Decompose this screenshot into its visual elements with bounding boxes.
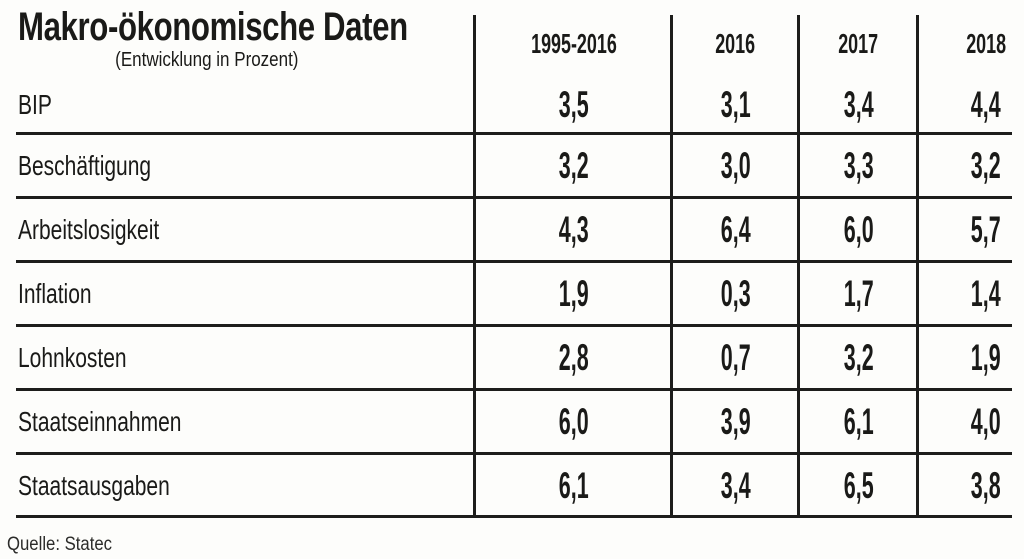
column-divider-line [670, 15, 673, 518]
table-cell: 3,3 [843, 145, 874, 186]
row-label-arbeitslosigkeit: Arbeitslosigkeit [18, 214, 160, 245]
row-separator-line [16, 132, 1012, 135]
table-cell: 6,4 [720, 209, 751, 250]
table-cell: 4,0 [971, 401, 1001, 442]
table-cell: 5,7 [971, 209, 1001, 250]
table-cell: 3,2 [843, 337, 874, 378]
row-separator-line [16, 388, 1012, 391]
column-header-2016: 2016 [715, 28, 756, 59]
table-cell: 1,4 [971, 273, 1001, 314]
source-note: Quelle: Statec [7, 534, 113, 555]
table-cell: 6,5 [843, 465, 874, 506]
table-cell: 3,4 [720, 465, 751, 506]
table-bottom-line [16, 515, 1012, 518]
column-divider-line [916, 15, 919, 518]
table-cell: 6,0 [843, 209, 874, 250]
table-cell: 3,0 [720, 145, 751, 186]
table-cell: 3,1 [720, 84, 751, 125]
table-cell: 6,0 [558, 401, 589, 442]
row-label-inflation: Inflation [18, 278, 92, 309]
table-cell: 2,8 [558, 337, 589, 378]
table-cell: 3,8 [971, 465, 1001, 506]
row-separator-line [16, 324, 1012, 327]
page-title: Makro-ökonomische Daten [18, 5, 408, 49]
row-label-bip: BIP [18, 89, 52, 120]
table-cell: 1,7 [843, 273, 874, 314]
row-separator-line [16, 452, 1012, 455]
row-separator-line [16, 196, 1012, 199]
row-label-beschaeftigung: Beschäftigung [18, 150, 152, 181]
table-cell: 3,2 [558, 145, 589, 186]
column-header-2017: 2017 [838, 28, 879, 59]
data-table: 1995-2016 2016 2017 2018 BIP 3,5 3,1 3,4… [16, 0, 1024, 518]
table-cell: 1,9 [971, 337, 1001, 378]
column-header-1995-2016: 1995-2016 [530, 28, 617, 59]
table-cell: 3,5 [558, 84, 589, 125]
column-divider-line [473, 15, 476, 518]
column-header-2018: 2018 [966, 28, 1006, 59]
table-cell: 3,9 [720, 401, 751, 442]
table-cell: 3,4 [843, 84, 874, 125]
title-block: Makro-ökonomische Daten (Entwicklung in … [18, 5, 408, 72]
table-cell: 6,1 [558, 465, 589, 506]
table-cell: 3,2 [971, 145, 1001, 186]
table-cell: 6,1 [843, 401, 874, 442]
row-label-staatseinnahmen: Staatseinnahmen [18, 406, 182, 437]
table-cell: 0,3 [720, 273, 751, 314]
table-cell: 4,4 [971, 84, 1001, 125]
row-label-lohnkosten: Lohnkosten [18, 342, 127, 373]
row-separator-line [16, 260, 1012, 263]
row-label-staatsausgaben: Staatsausgaben [18, 470, 170, 501]
column-divider-line [797, 15, 800, 518]
table-cell: 1,9 [558, 273, 589, 314]
page-subtitle: (Entwicklung in Prozent) [115, 49, 299, 71]
table-cell: 0,7 [720, 337, 751, 378]
table-cell: 4,3 [558, 209, 589, 250]
